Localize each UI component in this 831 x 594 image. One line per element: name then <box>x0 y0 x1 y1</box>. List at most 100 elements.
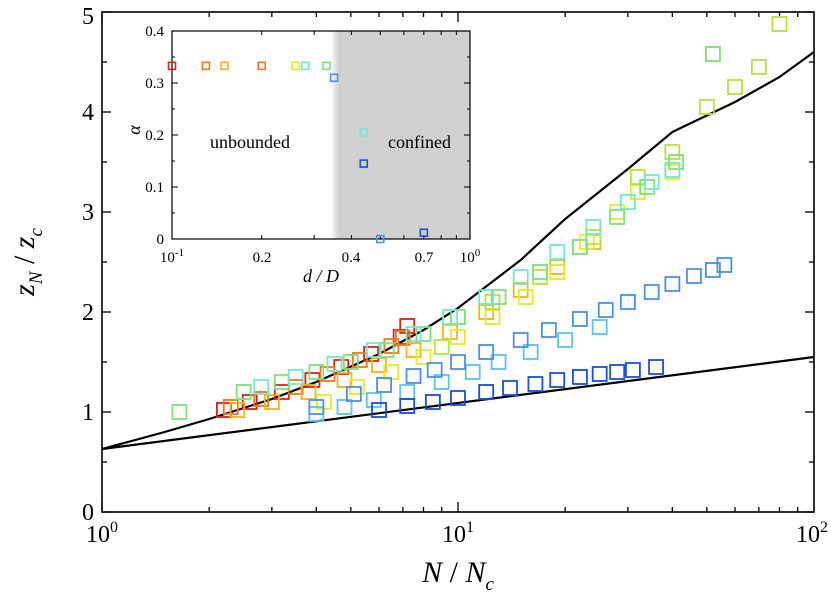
data-point <box>426 362 443 378</box>
inset-data-point <box>359 159 369 168</box>
data-point <box>308 364 325 380</box>
data-point <box>490 354 507 370</box>
data-point <box>664 162 681 178</box>
data-point <box>376 377 392 393</box>
inset-x-tick-label: 100 <box>460 247 481 266</box>
inset-y-tick-label: 0.4 <box>145 24 164 40</box>
data-point <box>512 269 529 285</box>
x-axis-title: N / Nc <box>421 556 494 594</box>
data-point <box>502 380 518 396</box>
data-point <box>365 392 382 408</box>
data-point <box>572 311 588 327</box>
inset-y-tick-label: 0.2 <box>145 128 164 144</box>
data-point <box>716 257 733 273</box>
data-point <box>549 244 566 260</box>
data-point <box>664 144 681 160</box>
inset-data-point <box>300 61 310 71</box>
svg-text:101: 101 <box>442 519 474 548</box>
data-point <box>597 302 614 318</box>
inset-axis-ticks <box>171 30 471 240</box>
fit-curve-line <box>101 355 815 451</box>
series-light-green <box>171 46 721 420</box>
svg-text:N / Nc: N / Nc <box>421 556 494 594</box>
y-axis-title: zN / zc <box>8 228 47 297</box>
inset-data-point <box>359 128 369 137</box>
data-point <box>345 386 362 402</box>
data-point <box>326 356 343 372</box>
y-tick-label: 0 <box>82 500 94 526</box>
data-point <box>336 399 353 415</box>
inset-x-axis-title: d / D <box>303 266 339 286</box>
inset-data-point <box>201 61 211 71</box>
data-point <box>619 194 636 210</box>
data-point <box>263 394 280 410</box>
inset-data-point <box>322 61 331 71</box>
inset-data-point <box>375 234 385 244</box>
data-point <box>365 342 382 358</box>
data-point <box>378 342 395 358</box>
series-cyan <box>253 162 681 395</box>
data-point <box>609 364 626 380</box>
data-point <box>517 289 534 305</box>
data-point <box>585 219 602 235</box>
data-point <box>704 262 721 278</box>
x-tick-label: 101 <box>442 519 474 548</box>
confined-region-fade <box>330 31 339 239</box>
svg-text:100: 100 <box>86 519 118 548</box>
inset-y-tick-label: 0.3 <box>145 76 164 92</box>
data-point <box>490 289 507 305</box>
inset-x-tick-label: 0.4 <box>342 250 361 266</box>
data-point <box>532 264 548 280</box>
data-point <box>478 289 495 305</box>
data-point <box>629 184 646 200</box>
inset-y-tick-label: 0 <box>157 232 165 248</box>
data-point <box>549 372 566 388</box>
data-point <box>371 402 387 418</box>
data-point <box>405 326 422 342</box>
svg-text:100: 100 <box>460 247 481 266</box>
region-label-confined: confined <box>388 132 451 152</box>
data-point <box>450 354 466 370</box>
inset-x-tick-label: 0.7 <box>415 250 434 266</box>
svg-text:zN / zc: zN / zc <box>8 228 47 297</box>
data-point <box>668 154 685 170</box>
data-point <box>229 402 246 418</box>
data-point <box>171 404 188 420</box>
data-point <box>399 384 416 400</box>
data-point <box>549 264 566 280</box>
data-point <box>450 309 466 325</box>
inset-data-point <box>257 61 267 71</box>
inset-data-point <box>419 228 429 238</box>
data-point <box>771 16 788 32</box>
y-tick-label: 5 <box>82 4 94 30</box>
data-point <box>235 384 252 400</box>
inset-data-point <box>167 61 177 71</box>
data-point <box>591 319 608 335</box>
data-point <box>625 362 641 378</box>
series-blue <box>308 257 733 415</box>
data-point <box>643 174 660 190</box>
inset-data-point <box>329 73 339 83</box>
data-point <box>643 284 660 300</box>
data-point <box>450 329 466 345</box>
data-point <box>727 79 743 95</box>
data-point <box>557 332 574 348</box>
y-tick-label: 3 <box>82 200 94 226</box>
inset-x-tick-label: 10-1 <box>160 247 184 266</box>
data-point <box>450 390 466 406</box>
main-axis-ticks <box>101 11 814 513</box>
data-point <box>363 346 379 362</box>
data-point <box>405 368 422 384</box>
y-tick-label: 1 <box>82 400 94 426</box>
inset-points <box>167 61 429 244</box>
data-point <box>342 354 359 370</box>
inset-data-point <box>220 61 229 71</box>
data-point <box>549 259 566 275</box>
data-point <box>464 364 481 380</box>
data-point <box>241 394 258 410</box>
data-point <box>253 391 270 407</box>
y-tick-label: 2 <box>82 300 94 326</box>
data-point <box>572 369 588 385</box>
svg-text:10-1: 10-1 <box>160 247 184 266</box>
inset-chart: unbounded confined 0 0.1 0.2 0.3 0.4 10-… <box>124 24 481 286</box>
